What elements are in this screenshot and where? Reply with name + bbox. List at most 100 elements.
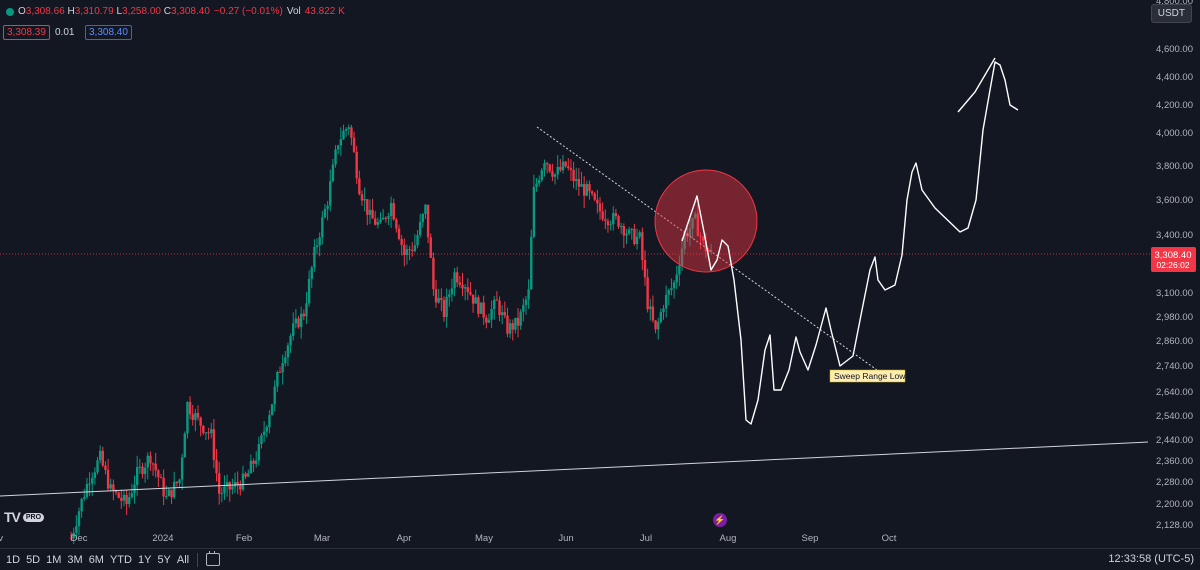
timeframe-1d[interactable]: 1D <box>6 553 21 566</box>
candle-body <box>75 526 78 533</box>
price-axis[interactable]: 4,600.00 4,400.00 4,200.00 4,000.00 3,800.00… <box>1151 0 1196 531</box>
candle-body <box>590 191 594 194</box>
bottom-toolbar: 1D 5D 1M 3M 6M YTD 1Y 5Y All 12:33:58 (UTC-5) <box>0 548 1200 570</box>
candle-body <box>572 169 575 182</box>
timeframe-1y[interactable]: 1Y <box>137 553 152 566</box>
annotation-text: Sweep Range Lows <box>834 371 910 381</box>
candle-body <box>220 493 224 495</box>
candle-body <box>569 168 573 170</box>
candle-body <box>146 455 149 468</box>
candle-body <box>638 232 641 237</box>
price-tick-label: 3,600.00 <box>1156 195 1193 206</box>
time-tick-label: Jun <box>558 533 573 544</box>
price-tick-label: 2,128.00 <box>1156 520 1193 531</box>
candle-body <box>704 240 708 252</box>
candle-body <box>228 482 231 490</box>
bolt-icon[interactable]: ⚡ <box>713 513 727 527</box>
price-tick-label: 4,600.00 <box>1156 44 1193 55</box>
candle-body <box>527 289 530 300</box>
candle-body <box>225 482 229 487</box>
candle-body <box>120 497 123 501</box>
currency-selector[interactable]: USDT <box>1150 4 1192 23</box>
candle-body <box>244 473 247 477</box>
buy-price-button[interactable]: 3,308.40 <box>85 25 132 40</box>
timeframe-3m[interactable]: 3M <box>67 553 83 566</box>
timeframe-list: 1D 5D 1M 3M 6M YTD 1Y 5Y All <box>0 554 189 566</box>
price-tick-label: 2,740.00 <box>1156 361 1193 372</box>
candle-body <box>313 246 316 268</box>
candle-body <box>516 317 520 326</box>
candle-body <box>471 294 475 304</box>
candle-body <box>297 318 300 328</box>
candle-body <box>374 218 377 225</box>
calendar-icon[interactable] <box>206 551 221 566</box>
candle-body <box>622 226 626 236</box>
time-tick-label: Dec <box>71 533 88 544</box>
tradingview-logo[interactable]: TV PRO <box>4 509 45 525</box>
candle-body <box>479 302 483 314</box>
candle-body <box>239 485 242 490</box>
candle-body <box>474 297 477 304</box>
price-chart[interactable]: Sweep Range Lows 4,600.00 4,400.00 4,200.0… <box>0 0 1200 548</box>
candle-body <box>535 183 538 188</box>
candle-body <box>657 321 660 330</box>
last-price-value: 3,308.40 <box>1155 250 1192 261</box>
candle-body <box>159 477 163 479</box>
candle-body <box>559 166 562 171</box>
timeframe-all[interactable]: All <box>176 553 190 566</box>
highlight-circle <box>654 169 758 273</box>
candle-body <box>292 323 295 337</box>
candle-body <box>458 282 462 285</box>
candle-body <box>289 336 292 346</box>
price-tick-label: 2,200.00 <box>1156 499 1193 510</box>
time-tick-label: Apr <box>397 533 412 544</box>
candle-body <box>564 161 567 167</box>
candle-body <box>508 323 512 334</box>
candle-body <box>268 415 271 428</box>
time-tick-label: 2024 <box>152 533 173 544</box>
candle-countdown: 02:26:02 <box>1156 260 1189 270</box>
candle-body <box>696 213 700 236</box>
candle-body <box>130 492 134 498</box>
candle-body <box>477 297 480 314</box>
candle-body <box>384 217 387 219</box>
candle-body <box>371 209 374 219</box>
time-axis[interactable]: ov Dec 2024 Feb Mar Apr May Jun Jul Aug Sep Oct <box>0 533 897 544</box>
timeframe-6m[interactable]: 6M <box>88 553 104 566</box>
candle-body <box>344 128 348 131</box>
sell-price-button[interactable]: 3,308.39 <box>3 25 50 40</box>
candle-body <box>302 313 306 317</box>
candle-body <box>217 473 221 494</box>
price-tick-label: 3,800.00 <box>1156 161 1193 172</box>
candle-body <box>352 137 356 152</box>
candle-body <box>114 490 118 493</box>
candle-body <box>366 199 369 215</box>
candle-body <box>514 317 517 330</box>
candle-body <box>368 209 372 215</box>
annotation-box <box>829 369 906 383</box>
timeframe-5d[interactable]: 5D <box>26 553 41 566</box>
candle-body <box>265 427 268 432</box>
candle-body <box>448 294 451 297</box>
candle-body <box>270 404 274 416</box>
timeframe-ytd[interactable]: YTD <box>109 553 132 566</box>
candle-body <box>188 402 192 415</box>
candle-body <box>453 272 456 289</box>
candle-body <box>215 459 218 474</box>
candle-body <box>604 219 607 221</box>
candle-body <box>487 319 491 323</box>
candle-body <box>162 477 165 497</box>
timeframe-1m[interactable]: 1M <box>46 553 62 566</box>
candle-body <box>141 466 144 475</box>
candle-body <box>231 486 234 490</box>
logo-text: TV <box>4 509 21 525</box>
candle-body <box>88 483 91 485</box>
spread-value: 0.01 <box>55 27 75 38</box>
timeframe-5y[interactable]: 5Y <box>157 553 171 566</box>
candle-body <box>307 278 311 304</box>
clock-readout[interactable]: 12:33:58 (UTC-5) <box>1108 553 1194 565</box>
candle-body <box>450 288 454 295</box>
candle-body <box>662 308 665 312</box>
drawings-layer: Sweep Range Lows <box>0 57 1150 497</box>
